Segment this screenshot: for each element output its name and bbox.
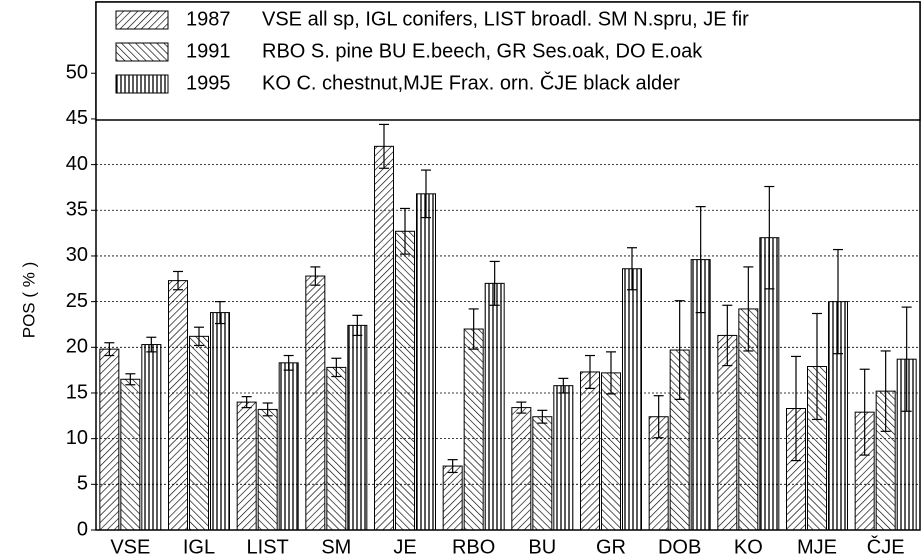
y-tick-label: 35: [66, 199, 88, 221]
legend-description: RBO S. pine BU E.beech, GR Ses.oak, DO E…: [262, 40, 703, 62]
y-tick-label: 0: [77, 518, 88, 540]
y-tick-label: 20: [66, 336, 88, 358]
bar: [278, 362, 299, 531]
legend-swatch: [115, 10, 169, 30]
bar: [99, 348, 120, 531]
y-tick-label: 40: [66, 153, 88, 175]
y-tick-label: 15: [66, 381, 88, 403]
x-tick-label: RBO: [452, 536, 495, 558]
bar: [374, 145, 394, 531]
bar: [580, 371, 600, 531]
x-tick-label: LIST: [247, 536, 289, 558]
bar: [463, 328, 484, 531]
y-tick-label: 50: [66, 62, 88, 84]
bar: [305, 275, 326, 531]
bar: [257, 408, 278, 531]
legend-label: 1995: [186, 72, 231, 94]
bar: [442, 465, 463, 531]
bar: [484, 282, 505, 531]
x-tick-label: MJE: [797, 536, 837, 558]
bar: [189, 335, 209, 531]
legend-description: KO C. chestnut,MJE Frax. orn. ČJE black …: [262, 71, 680, 94]
y-tick-label: 10: [66, 427, 88, 449]
bar: [511, 407, 532, 531]
bar: [141, 344, 162, 531]
legend-box: [95, 1, 921, 121]
bar: [553, 385, 574, 531]
bar: [120, 378, 141, 531]
x-tick-label: ČJE: [867, 535, 905, 558]
legend-description: VSE all sp, IGL conifers, LIST broadl. S…: [262, 8, 749, 30]
bar: [168, 280, 188, 531]
x-tick-label: JE: [393, 536, 416, 558]
bar: [326, 366, 347, 531]
x-tick-label: SM: [321, 536, 351, 558]
y-tick-label: 5: [77, 473, 88, 495]
y-tick-label: 45: [66, 107, 88, 129]
x-tick-label: BU: [528, 536, 556, 558]
bar: [532, 416, 553, 531]
bar: [236, 401, 257, 531]
bar: [347, 324, 368, 531]
y-axis-label: POS ( % ): [19, 262, 38, 339]
x-tick-label: KO: [734, 536, 763, 558]
x-tick-label: GR: [596, 536, 626, 558]
x-tick-label: DOB: [658, 536, 701, 558]
bar: [395, 230, 415, 531]
x-tick-label: IGL: [183, 536, 215, 558]
legend-swatch: [115, 74, 169, 94]
legend-swatch: [115, 42, 169, 62]
y-tick-label: 30: [66, 244, 88, 266]
bar: [210, 312, 230, 531]
legend-label: 1987: [186, 8, 231, 30]
bar: [416, 193, 436, 531]
legend-label: 1991: [186, 40, 231, 62]
y-tick-label: 25: [66, 290, 88, 312]
bar: [601, 372, 621, 531]
bar: [622, 268, 642, 531]
x-tick-label: VSE: [110, 536, 150, 558]
